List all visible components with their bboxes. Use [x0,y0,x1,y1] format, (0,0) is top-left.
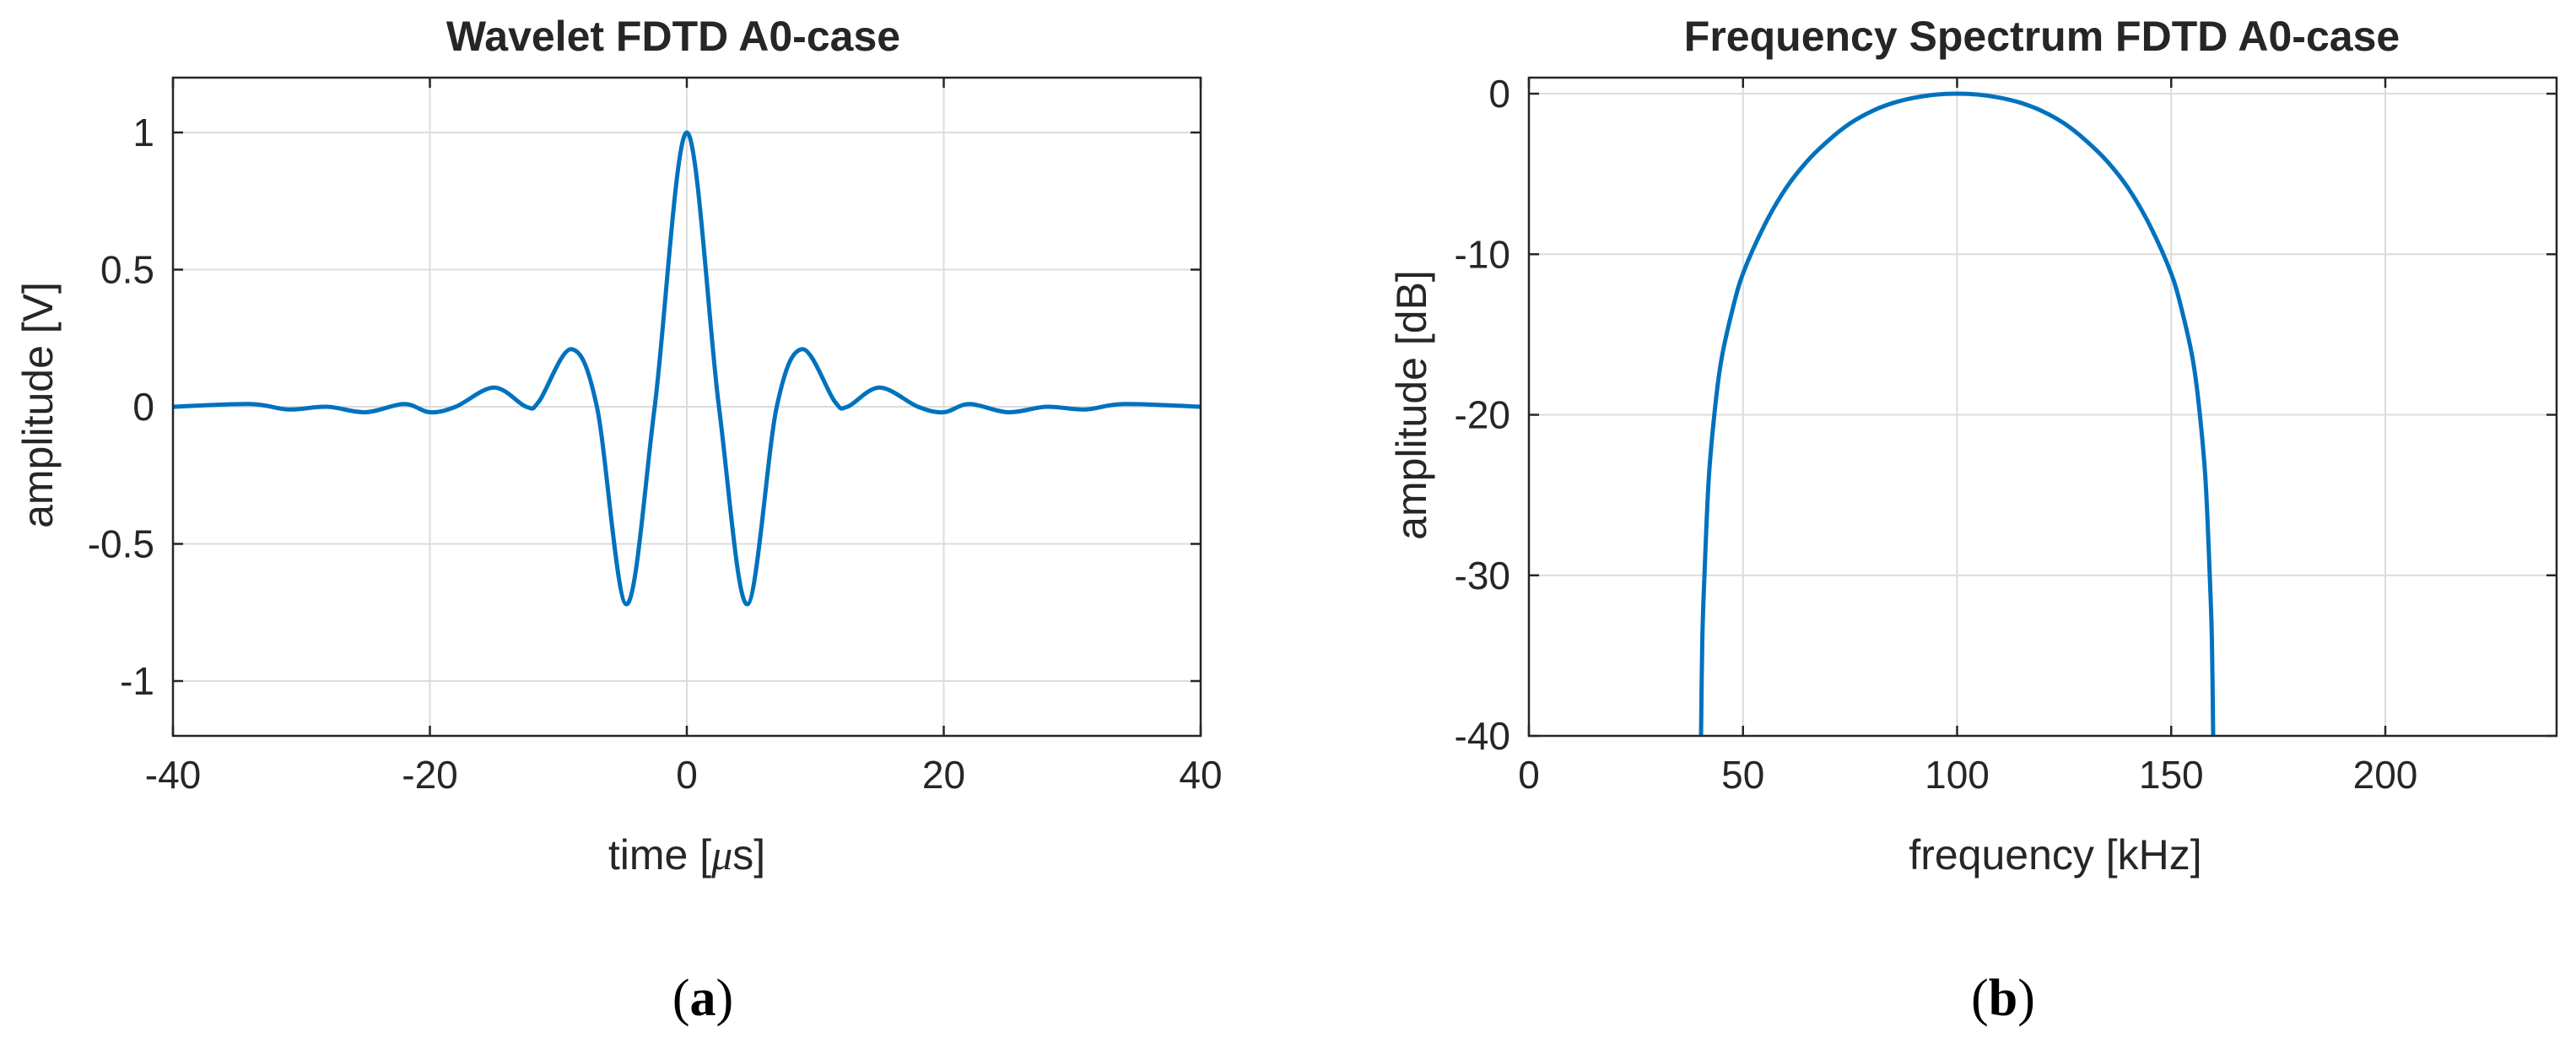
x-tick-labels: 0 50 100 150 200 [1518,753,2417,797]
y-tick-label: 1 [132,111,154,154]
x-tick-label: 40 [1179,753,1222,797]
y-tick-label: 0 [1488,72,1510,116]
y-tick-label: -40 [1455,714,1510,758]
x-tick-label: 0 [1518,753,1540,797]
y-tick-label: -1 [120,659,154,703]
y-tick-label: -0.5 [88,522,154,566]
series-line [172,130,1202,607]
chart-title: Wavelet FDTD A0-case [446,13,900,60]
x-tick-labels: -40 -20 0 20 40 [145,753,1223,797]
x-tick-label: 150 [2139,753,2204,797]
tick-marks [1527,78,2557,738]
y-axis-label: amplitude [dB] [1388,270,1435,540]
y-tick-label: -20 [1455,393,1510,437]
x-tick-label: 100 [1925,753,1990,797]
x-tick-label: 20 [922,753,965,797]
panel-label-a: (a) [672,970,733,1027]
x-tick-label: 200 [2353,753,2418,797]
y-tick-label: -10 [1455,232,1510,276]
panel-label-b: (b) [1971,970,2035,1027]
x-tick-label: 0 [676,753,698,797]
y-tick-labels: 1 0.5 0 -0.5 -1 [88,111,154,703]
y-tick-label: 0.5 [100,248,154,292]
grid [1528,78,2557,737]
x-tick-label: -40 [145,753,201,797]
wavelet-chart: Wavelet FDTD A0-case -40 -20 0 20 40 1 0.5 0 -0… [14,13,1223,1027]
y-tick-label: 0 [132,385,154,429]
x-axis-label: time [μs] [608,831,765,879]
spectrum-chart: Frequency Spectrum FDTD A0-case 0 50 100 15… [1388,13,2558,1027]
y-tick-label: -30 [1455,554,1510,597]
plot-frame [1527,76,2558,738]
x-tick-label: 50 [1721,753,1764,797]
plot-frame [171,76,1202,738]
x-tick-label: -20 [402,753,457,797]
chart-title: Frequency Spectrum FDTD A0-case [1684,13,2400,60]
y-tick-labels: 0 -10 -20 -30 -40 [1455,72,1510,758]
y-axis-label: amplitude [V] [14,282,62,528]
series-line [1698,91,2216,737]
x-axis-label: frequency [kHz] [1909,831,2201,879]
